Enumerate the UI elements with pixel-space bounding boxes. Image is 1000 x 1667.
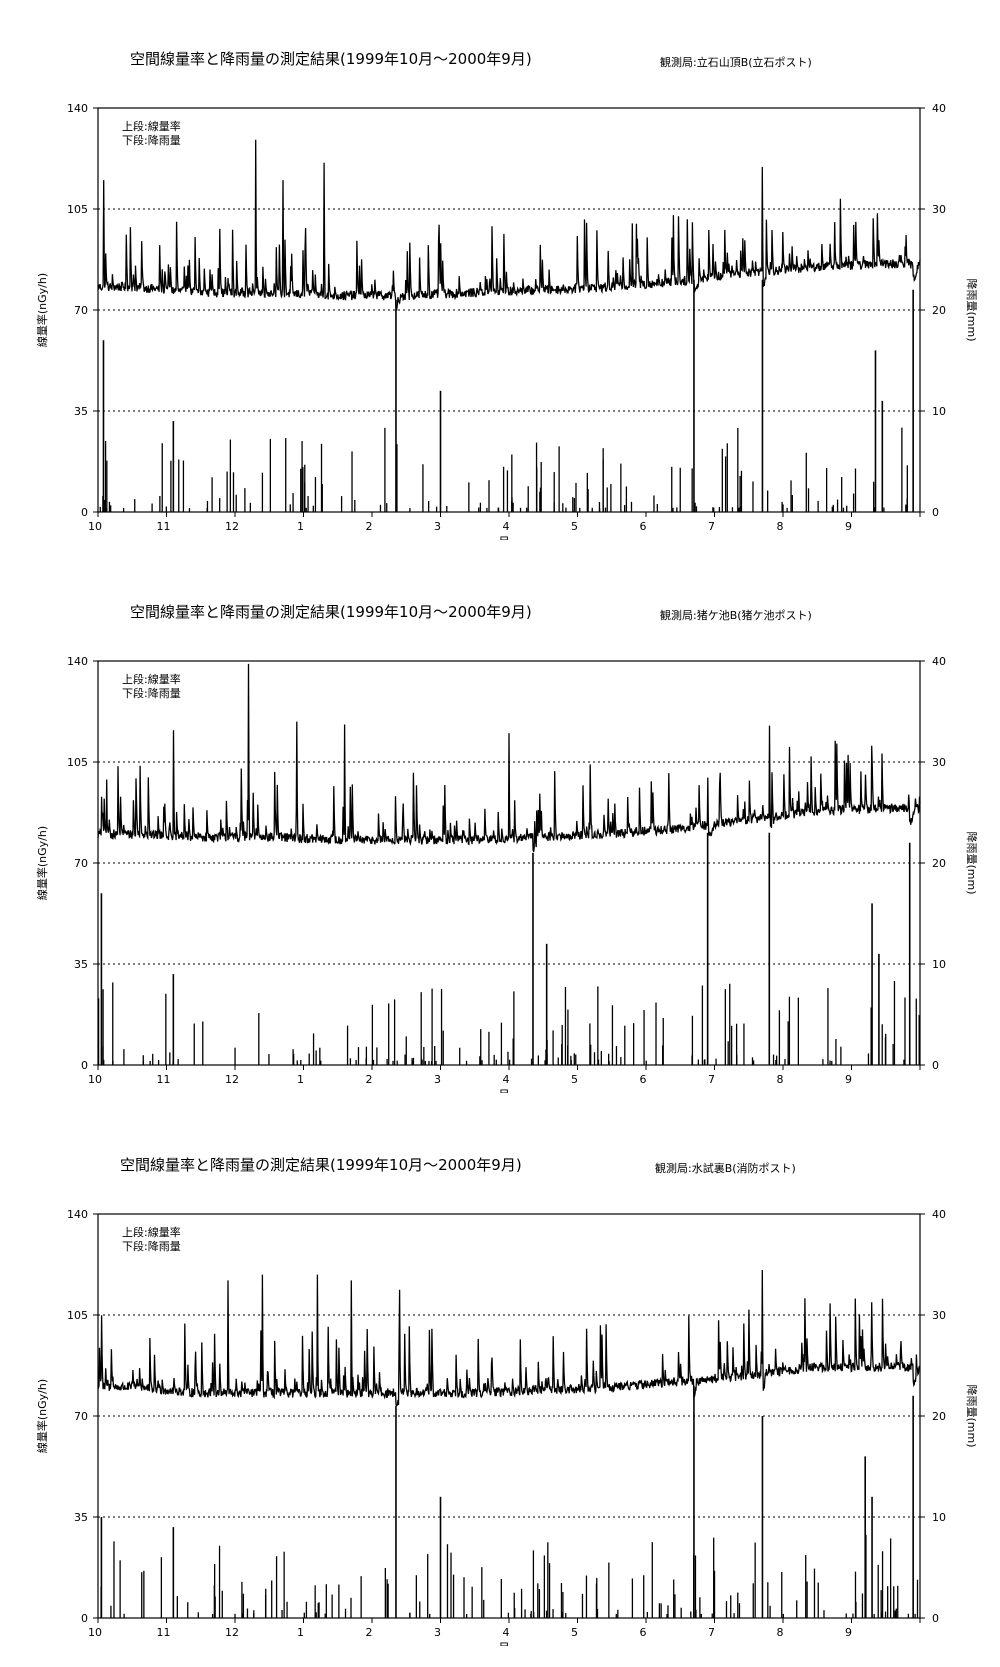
x-tick-label: 3 bbox=[434, 1626, 441, 1639]
station-label: 観測局:水試裏B(消防ポスト) bbox=[655, 1162, 796, 1175]
dose-rate-line bbox=[97, 139, 921, 311]
dose-rain-chart: 03570105140010203040101112123456789月線量率(… bbox=[35, 102, 979, 540]
y2-tick-label: 40 bbox=[932, 1208, 946, 1221]
y2-axis-label: 降雨量(mm) bbox=[965, 1384, 979, 1447]
x-tick-label: 12 bbox=[225, 520, 239, 533]
chart-title: 空間線量率と降雨量の測定結果(1999年10月～2000年9月) bbox=[130, 50, 532, 68]
x-tick-label: 9 bbox=[845, 1073, 852, 1086]
x-tick-label: 5 bbox=[571, 1073, 578, 1086]
chart-panel-tateishi: 空間線量率と降雨量の測定結果(1999年10月～2000年9月) 観測局:立石山… bbox=[0, 0, 1000, 540]
y-tick-label: 140 bbox=[67, 655, 88, 668]
y2-tick-label: 0 bbox=[932, 506, 939, 519]
x-tick-label: 2 bbox=[366, 1626, 373, 1639]
y-axis-label: 線量率(nGy/h) bbox=[35, 1379, 49, 1453]
x-tick-label: 1 bbox=[297, 1073, 304, 1086]
y-tick-label: 140 bbox=[67, 1208, 88, 1221]
y-tick-label: 70 bbox=[74, 1410, 88, 1423]
chart-title: 空間線量率と降雨量の測定結果(1999年10月～2000年9月) bbox=[130, 603, 532, 621]
y-tick-label: 35 bbox=[74, 405, 88, 418]
x-tick-label: 11 bbox=[157, 1626, 171, 1639]
y2-tick-label: 0 bbox=[932, 1612, 939, 1625]
y2-tick-label: 20 bbox=[932, 1410, 946, 1423]
x-tick-label: 9 bbox=[845, 1626, 852, 1639]
x-tick-label: 8 bbox=[777, 1073, 784, 1086]
legend-dose: 上段:線量率 bbox=[122, 672, 181, 686]
y-axis-label: 線量率(nGy/h) bbox=[35, 273, 49, 347]
y2-tick-label: 30 bbox=[932, 203, 946, 216]
x-tick-label: 9 bbox=[845, 520, 852, 533]
y2-tick-label: 40 bbox=[932, 102, 946, 115]
x-tick-label: 6 bbox=[640, 1073, 647, 1086]
legend-dose: 上段:線量率 bbox=[122, 1225, 181, 1239]
x-tick-label: 11 bbox=[157, 520, 171, 533]
y2-tick-label: 30 bbox=[932, 756, 946, 769]
x-axis-label: 月 bbox=[498, 1088, 510, 1093]
y2-tick-label: 10 bbox=[932, 1511, 946, 1524]
y-tick-label: 70 bbox=[74, 857, 88, 870]
x-tick-label: 2 bbox=[366, 1073, 373, 1086]
x-tick-label: 10 bbox=[88, 1073, 102, 1086]
x-tick-label: 7 bbox=[708, 520, 715, 533]
y-tick-label: 35 bbox=[74, 958, 88, 971]
chart-panel-inokeike: 空間線量率と降雨量の測定結果(1999年10月～2000年9月) 観測局:猪ケ池… bbox=[0, 553, 1000, 1093]
x-tick-label: 10 bbox=[88, 1626, 102, 1639]
y-axis-label: 線量率(nGy/h) bbox=[35, 826, 49, 900]
x-tick-label: 2 bbox=[366, 520, 373, 533]
x-tick-label: 5 bbox=[571, 1626, 578, 1639]
x-tick-label: 4 bbox=[503, 1626, 510, 1639]
y2-tick-label: 30 bbox=[932, 1309, 946, 1322]
chart-title: 空間線量率と降雨量の測定結果(1999年10月～2000年9月) bbox=[120, 1156, 522, 1174]
x-tick-label: 5 bbox=[571, 520, 578, 533]
dose-rain-chart: 03570105140010203040101112123456789月線量率(… bbox=[35, 655, 979, 1093]
y-tick-label: 105 bbox=[67, 756, 88, 769]
legend-dose: 上段:線量率 bbox=[122, 119, 181, 133]
y2-tick-label: 20 bbox=[932, 857, 946, 870]
y2-tick-label: 40 bbox=[932, 655, 946, 668]
x-tick-label: 3 bbox=[434, 520, 441, 533]
x-tick-label: 1 bbox=[297, 1626, 304, 1639]
x-tick-label: 6 bbox=[640, 520, 647, 533]
x-tick-label: 8 bbox=[777, 520, 784, 533]
y-tick-label: 0 bbox=[81, 506, 88, 519]
station-label: 観測局:猪ケ池B(猪ケ池ポスト) bbox=[660, 609, 812, 622]
x-tick-label: 11 bbox=[157, 1073, 171, 1086]
y2-tick-label: 20 bbox=[932, 304, 946, 317]
y2-axis-label: 降雨量(mm) bbox=[965, 831, 979, 894]
dose-rate-line bbox=[97, 663, 921, 853]
x-tick-label: 12 bbox=[225, 1073, 239, 1086]
legend-rain: 下段:降雨量 bbox=[122, 686, 181, 700]
y2-tick-label: 0 bbox=[932, 1059, 939, 1072]
y-tick-label: 0 bbox=[81, 1612, 88, 1625]
legend-rain: 下段:降雨量 bbox=[122, 1239, 181, 1253]
y-tick-label: 105 bbox=[67, 1309, 88, 1322]
x-tick-label: 10 bbox=[88, 520, 102, 533]
x-tick-label: 4 bbox=[503, 1073, 510, 1086]
y-tick-label: 105 bbox=[67, 203, 88, 216]
x-tick-label: 1 bbox=[297, 520, 304, 533]
x-tick-label: 3 bbox=[434, 1073, 441, 1086]
dose-rate-line bbox=[97, 1269, 921, 1407]
y-tick-label: 35 bbox=[74, 1511, 88, 1524]
x-tick-label: 7 bbox=[708, 1626, 715, 1639]
legend-rain: 下段:降雨量 bbox=[122, 133, 181, 147]
x-tick-label: 7 bbox=[708, 1073, 715, 1086]
x-tick-label: 12 bbox=[225, 1626, 239, 1639]
dose-rain-chart: 03570105140010203040101112123456789月線量率(… bbox=[35, 1208, 979, 1646]
y2-axis-label: 降雨量(mm) bbox=[965, 278, 979, 341]
x-tick-label: 4 bbox=[503, 520, 510, 533]
station-label: 観測局:立石山頂B(立石ポスト) bbox=[660, 56, 812, 69]
y-tick-label: 0 bbox=[81, 1059, 88, 1072]
x-axis-label: 月 bbox=[498, 535, 510, 540]
x-tick-label: 8 bbox=[777, 1626, 784, 1639]
y2-tick-label: 10 bbox=[932, 958, 946, 971]
y-tick-label: 70 bbox=[74, 304, 88, 317]
chart-panel-suishiura: 空間線量率と降雨量の測定結果(1999年10月～2000年9月) 観測局:水試裏… bbox=[0, 1106, 1000, 1646]
x-tick-label: 6 bbox=[640, 1626, 647, 1639]
y-tick-label: 140 bbox=[67, 102, 88, 115]
x-axis-label: 月 bbox=[498, 1641, 510, 1646]
y2-tick-label: 10 bbox=[932, 405, 946, 418]
